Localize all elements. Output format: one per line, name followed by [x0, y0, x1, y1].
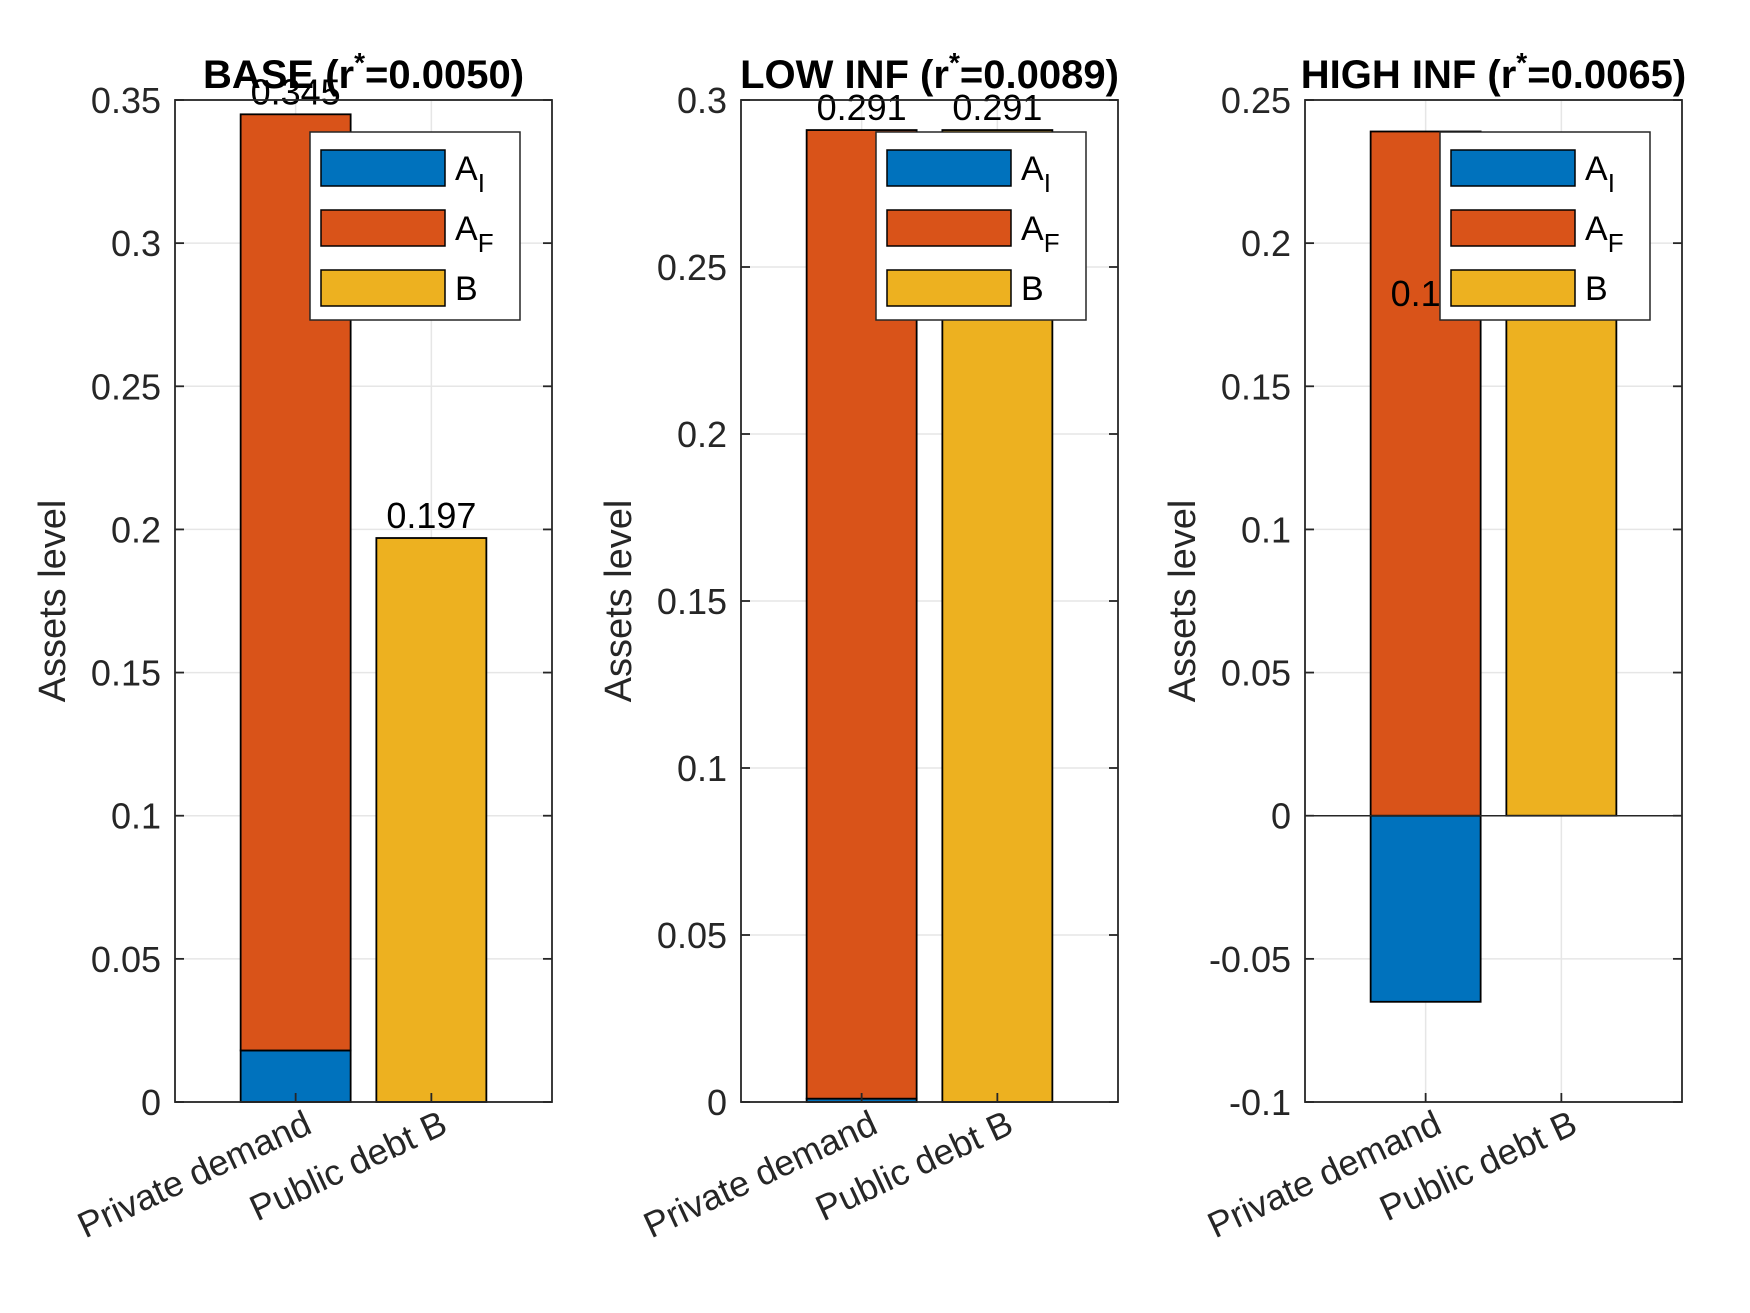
y-tick-label: 0.25: [657, 247, 727, 288]
y-tick-label: 0.15: [1221, 366, 1291, 407]
y-tick-label: 0.15: [91, 653, 161, 694]
chart-panel-1: 0.3450.19700.050.10.150.20.250.30.35Priv…: [32, 47, 553, 1246]
legend-label: AF: [1021, 210, 1060, 258]
legend-label-sub: I: [478, 168, 485, 198]
data-label: 0.345: [251, 71, 341, 112]
panel-title: BASE (r*=0.0050): [203, 47, 524, 97]
y-tick-label: 0.2: [111, 509, 161, 550]
y-tick-label: 0.05: [657, 915, 727, 956]
y-axis-title: Assets level: [1162, 500, 1204, 703]
panel-title-sup: *: [354, 47, 365, 78]
y-tick-label: 0: [707, 1082, 727, 1123]
bar-a-i-1[interactable]: [1369, 814, 1482, 1003]
panel-title-main: HIGH INF (r: [1301, 53, 1517, 97]
legend-swatch-a-f: [1450, 209, 1576, 247]
data-label: 0.197: [386, 495, 476, 536]
y-axis-title: Assets level: [32, 500, 74, 703]
legend-swatch-a-f: [320, 209, 446, 247]
legend-swatch-b: [320, 269, 446, 307]
legend-label-main: A: [455, 210, 478, 248]
axes-box: [174, 99, 553, 1103]
y-tick-label: 0.35: [91, 80, 161, 121]
y-tick-label: 0.2: [677, 414, 727, 455]
axes-box: [1304, 99, 1683, 1103]
legend-swatch-a-i: [320, 149, 446, 187]
panel-title-rest: =0.0065): [1527, 53, 1686, 97]
legend-swatch-b: [1450, 269, 1576, 307]
panel-title: HIGH INF (r*=0.0065): [1301, 47, 1686, 97]
legend-label: B: [455, 270, 478, 308]
y-tick-label: 0.1: [1241, 509, 1291, 550]
legend-label: AI: [1585, 150, 1615, 198]
legend-label-sub: F: [1044, 228, 1060, 258]
panel-title-rest: =0.0089): [960, 53, 1119, 97]
y-tick-label: 0.25: [91, 366, 161, 407]
legend-label: AI: [1021, 150, 1051, 198]
panel-title-main: LOW INF (r: [740, 53, 949, 97]
legend-label-main: A: [1585, 210, 1608, 248]
y-tick-label: -0.1: [1229, 1082, 1291, 1123]
y-tick-label: 0.1: [111, 796, 161, 837]
legend-label-main: A: [1021, 210, 1044, 248]
data-label: 0.291: [952, 87, 1042, 128]
legend-label-sub: I: [1044, 168, 1051, 198]
panel-title-sup: *: [949, 47, 960, 78]
panel-title-sup: *: [1516, 47, 1527, 78]
legend-swatch-a-i: [1450, 149, 1576, 187]
panel-title-main: BASE (r: [203, 53, 354, 97]
bar-b-2[interactable]: [375, 537, 488, 1103]
y-tick-label: 0.05: [1221, 653, 1291, 694]
y-tick-label: 0: [1271, 796, 1291, 837]
bar-b-2[interactable]: [1505, 316, 1618, 817]
legend-label-main: B: [455, 270, 478, 308]
legend-swatch-b: [886, 269, 1012, 307]
legend-label-sub: I: [1608, 168, 1615, 198]
legend-label-main: B: [1585, 270, 1608, 308]
legend-label-main: A: [455, 150, 478, 188]
legend-label-sub: F: [478, 228, 494, 258]
legend-label: B: [1021, 270, 1044, 308]
legend-label-sub: F: [1608, 228, 1624, 258]
y-tick-label: 0.25: [1221, 80, 1291, 121]
y-tick-label: 0: [141, 1082, 161, 1123]
legend-label: AF: [455, 210, 494, 258]
legend-label-main: B: [1021, 270, 1044, 308]
y-tick-label: 0.3: [677, 80, 727, 121]
chart-panel-2: 0.291 0.29100.050.10.150.20.250.3Private …: [598, 47, 1119, 1246]
legend-swatch-a-f: [886, 209, 1012, 247]
y-tick-label: 0.1: [677, 748, 727, 789]
legend-label-main: A: [1585, 150, 1608, 188]
legend-label: B: [1585, 270, 1608, 308]
panel-title: LOW INF (r*=0.0089): [740, 47, 1119, 97]
y-tick-label: -0.05: [1209, 939, 1291, 980]
y-tick-label: 0.15: [657, 581, 727, 622]
data-label: 0.291: [817, 87, 907, 128]
legend-label: AF: [1585, 210, 1624, 258]
panel-title-rest: =0.0050): [365, 53, 524, 97]
legend-label: AI: [455, 150, 485, 198]
y-tick-label: 0.2: [1241, 223, 1291, 264]
y-tick-label: 0.3: [111, 223, 161, 264]
legend-label-main: A: [1021, 150, 1044, 188]
y-axis-title: Assets level: [598, 500, 640, 703]
y-tick-label: 0.05: [91, 939, 161, 980]
legend-swatch-a-i: [886, 149, 1012, 187]
chart-panel-3: 0.17-0.1-0.0500.050.10.150.20.25Private …: [1162, 47, 1686, 1246]
